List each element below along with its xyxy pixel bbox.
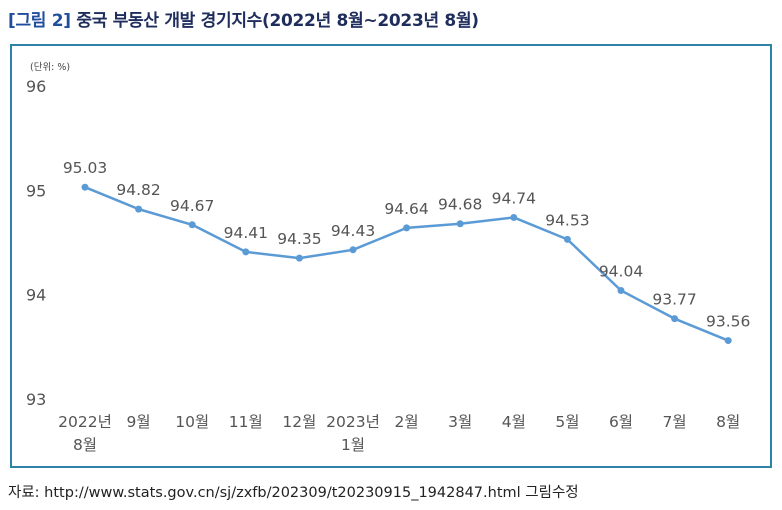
data-label: 94.64	[384, 200, 428, 218]
data-point	[188, 221, 196, 229]
figure-tag: [그림 2]	[8, 11, 71, 31]
x-tick-label: 1월	[341, 436, 365, 454]
data-label: 94.68	[438, 196, 482, 214]
data-label: 94.04	[599, 262, 643, 280]
x-tick-label: 2022년	[58, 413, 112, 431]
y-tick-label: 95	[26, 181, 46, 200]
data-point	[563, 235, 571, 243]
x-tick-label: 3월	[448, 413, 472, 431]
data-label: 94.82	[116, 181, 160, 199]
y-tick-label: 93	[26, 390, 46, 409]
data-point	[81, 183, 89, 191]
data-label: 93.77	[652, 291, 696, 309]
data-point	[510, 213, 518, 221]
data-label: 95.03	[63, 159, 107, 177]
x-tick-label: 8월	[73, 436, 97, 454]
data-label: 94.67	[170, 197, 214, 215]
data-label: 94.41	[224, 224, 268, 242]
unit-label: (단위: %)	[30, 61, 70, 73]
x-tick-label: 2월	[395, 413, 419, 431]
line-chart: (단위: %) 93 94 95 96 2022년 8월 9월 10월 11월 12월 2023년…	[26, 61, 750, 454]
x-tick-label: 7월	[663, 413, 687, 431]
data-point	[295, 254, 303, 262]
data-label: 94.35	[277, 230, 321, 248]
data-point	[671, 315, 679, 323]
data-point	[349, 246, 357, 254]
figure-title: [그림 2] 중국 부동산 개발 경기지수(2022년 8월~2023년 8월)	[8, 6, 479, 31]
data-point	[724, 337, 732, 345]
data-point	[403, 224, 411, 232]
x-tick-label: 11월	[229, 413, 263, 431]
source-note: 자료: http://www.stats.gov.cn/sj/zxfb/2023…	[8, 485, 579, 501]
x-tick-label: 5월	[555, 413, 579, 431]
x-tick-label: 4월	[502, 413, 526, 431]
y-tick-label: 96	[26, 77, 46, 96]
data-point	[242, 248, 250, 256]
figure-title-text: 중국 부동산 개발 경기지수(2022년 8월~2023년 8월)	[76, 11, 479, 31]
data-point	[617, 286, 625, 294]
data-point	[456, 220, 464, 228]
x-tick-label: 9월	[127, 413, 151, 431]
chart-frame	[10, 44, 772, 468]
data-label: 94.74	[492, 189, 536, 207]
x-tick-label: 10월	[175, 413, 209, 431]
x-tick-label: 2023년	[326, 413, 380, 431]
x-tick-label: 12월	[282, 413, 316, 431]
y-tick-label: 94	[26, 286, 46, 305]
x-tick-label: 8월	[716, 413, 740, 431]
data-label: 93.56	[706, 313, 750, 331]
data-point	[135, 205, 143, 213]
data-label: 94.53	[545, 211, 589, 229]
x-tick-label: 6월	[609, 413, 633, 431]
data-label: 94.43	[331, 222, 375, 240]
